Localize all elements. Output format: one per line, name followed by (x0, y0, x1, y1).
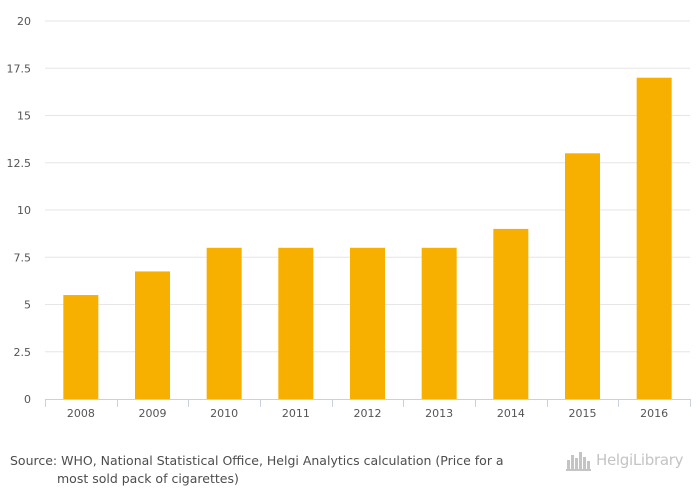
bar-2015 (565, 153, 600, 399)
source-line-2: most sold pack of cigarettes) (57, 471, 239, 486)
x-tick-label: 2011 (282, 407, 310, 420)
x-tick-label: 2016 (640, 407, 668, 420)
x-tick-label: 2013 (425, 407, 453, 420)
bar-2009 (135, 271, 170, 399)
skyline-icon (566, 452, 591, 471)
logo-text: HelgiLibrary (596, 451, 684, 469)
y-tick-label: 2.5 (14, 346, 32, 359)
bar-2016 (636, 77, 672, 399)
bar-2014 (493, 228, 529, 399)
bar-2008 (63, 295, 99, 399)
x-tick-label: 2012 (354, 407, 382, 420)
x-tick-label: 2010 (210, 407, 238, 420)
source-note: Source: WHO, National Statistical Office… (10, 452, 550, 488)
bar-2012 (350, 247, 385, 399)
bars (63, 77, 672, 399)
bar-2010 (206, 247, 242, 399)
x-tick-label: 2014 (497, 407, 525, 420)
x-axis: 2008 2009 2010 2011 2012 2013 2014 2015 2016 (45, 399, 691, 420)
bar-2013 (421, 247, 457, 399)
bar-2011 (278, 247, 314, 399)
helgi-library-logo: HelgiLibrary (566, 447, 684, 473)
y-tick-label: 0 (24, 393, 31, 406)
y-tick-label: 15 (17, 110, 31, 123)
y-tick-label: 20 (17, 15, 31, 28)
x-tick-label: 2009 (139, 407, 167, 420)
y-tick-label: 7.5 (14, 251, 32, 264)
x-tick-label: 2015 (569, 407, 597, 420)
y-tick-label: 5 (24, 299, 31, 312)
y-tick-label: 12.5 (7, 157, 32, 170)
y-axis: 0 2.5 5 7.5 10 12.5 15 17.5 20 (7, 15, 32, 406)
source-line-1: Source: WHO, National Statistical Office… (10, 453, 504, 468)
y-tick-label: 17.5 (7, 62, 32, 75)
y-tick-label: 10 (17, 204, 31, 217)
x-tick-label: 2008 (67, 407, 95, 420)
